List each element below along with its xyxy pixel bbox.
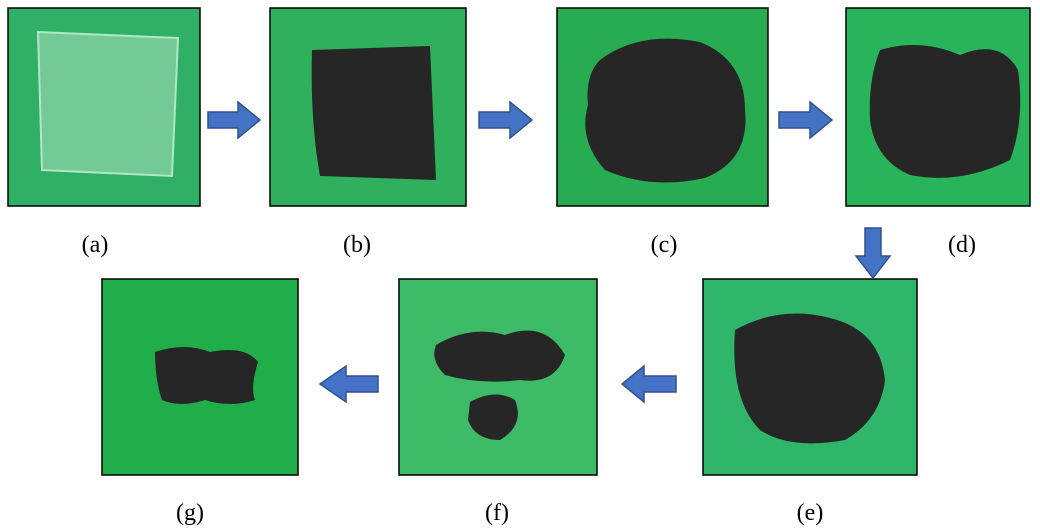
page: (a) (b) (c) (d) (e) (f) (g) (() => { con… bbox=[0, 0, 1040, 529]
arrow-down bbox=[856, 228, 890, 278]
arrow-right bbox=[779, 102, 832, 138]
photo-e bbox=[703, 279, 917, 475]
arrow-right bbox=[208, 102, 260, 138]
arrow-left bbox=[622, 366, 676, 402]
panel-label: (g) bbox=[176, 500, 204, 526]
photo-f bbox=[399, 279, 597, 475]
panel-label: (e) bbox=[797, 500, 824, 526]
figure: (a) (b) (c) (d) (e) (f) (g) bbox=[0, 0, 1040, 529]
photo-g bbox=[102, 279, 298, 475]
photo-b bbox=[270, 8, 466, 206]
photo-d bbox=[846, 8, 1030, 206]
panel-label: (c) bbox=[651, 232, 678, 258]
panel-label: (d) bbox=[948, 232, 976, 258]
panel-label: (b) bbox=[343, 232, 371, 258]
photo-a bbox=[8, 8, 200, 206]
photo-c bbox=[557, 8, 768, 206]
arrow-right bbox=[479, 102, 532, 138]
panel-label: (f) bbox=[485, 500, 509, 526]
arrow-left bbox=[320, 366, 378, 402]
panel-label: (a) bbox=[82, 232, 109, 258]
